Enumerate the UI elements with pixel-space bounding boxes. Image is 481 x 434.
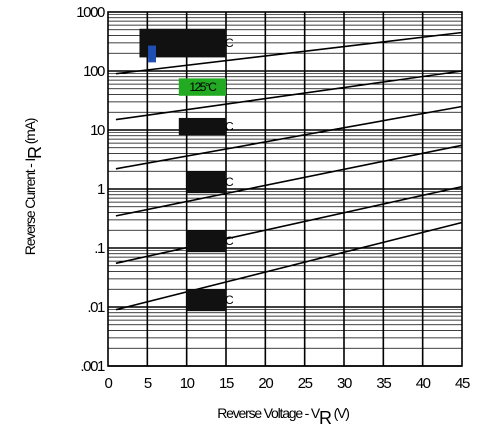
x-tick-labels: 0 5 10 15 20 25 30 35 40 45 [105, 375, 472, 392]
x-axis-title-suffix: (V) [331, 405, 349, 421]
x-tick-label: 0 [105, 375, 113, 392]
y-tick-label: 100 [83, 63, 105, 80]
x-axis-title-prefix: Reverse Voltage - V [217, 405, 321, 421]
temp-label-tail-6: C [225, 293, 234, 307]
y-axis-title-prefix: Reverse Current - I [22, 159, 38, 256]
series-line-3 [115, 105, 463, 170]
blue-marker [148, 45, 156, 63]
temp-label-box-3 [178, 117, 226, 136]
x-tick-label: 20 [258, 375, 273, 392]
plot-frame [107, 11, 463, 367]
series-line-4 [115, 144, 463, 217]
series-line-5 [115, 185, 463, 265]
series-line-6 [115, 221, 463, 311]
x-tick-label: 25 [298, 375, 313, 392]
y-tick-label: .1 [94, 240, 105, 257]
temp-label-tail-1: C [225, 36, 234, 50]
temperature-labels: C 125°C C C C C [139, 28, 236, 312]
grid [108, 12, 462, 367]
temp-label-box-4 [186, 171, 226, 194]
temp-label-box-6 [186, 289, 226, 312]
y-tick-labels: 1000 100 10 1 .1 .01 .001 [76, 4, 106, 375]
x-tick-label: 30 [337, 375, 352, 392]
y-tick-label: .001 [80, 358, 105, 375]
x-axis-title: Reverse Voltage - VR (V) [217, 405, 349, 428]
y-tick-label: 1 [97, 181, 105, 198]
x-tick-label: 40 [416, 375, 431, 392]
y-tick-label: .01 [87, 299, 105, 316]
temp-label-box-2 [178, 78, 226, 96]
y-axis-title-subscript: R [25, 146, 45, 159]
y-tick-label: 10 [90, 122, 105, 139]
series-line-2 [115, 70, 463, 121]
temp-label-tail-4: C [225, 175, 234, 189]
x-tick-label: 45 [455, 375, 470, 392]
temp-label-tail-3: C [225, 120, 234, 134]
y-tick-label: 1000 [76, 4, 105, 21]
x-axis-title-subscript: R [319, 408, 332, 428]
x-tick-label: 15 [219, 375, 234, 392]
temp-label-tail-5: C [225, 234, 234, 248]
series-line-1 [115, 31, 463, 75]
y-axis-title: Reverse Current - IR (mA) [22, 118, 45, 255]
x-tick-label: 10 [180, 375, 195, 392]
plot-border [107, 11, 463, 367]
x-tick-label: 5 [144, 375, 152, 392]
series-group [115, 31, 463, 311]
temp-label-box-5 [186, 230, 226, 253]
y-axis-title-suffix: (mA) [22, 118, 38, 147]
temp-label-text-2: 125°C [189, 80, 217, 94]
x-tick-label: 35 [376, 375, 391, 392]
